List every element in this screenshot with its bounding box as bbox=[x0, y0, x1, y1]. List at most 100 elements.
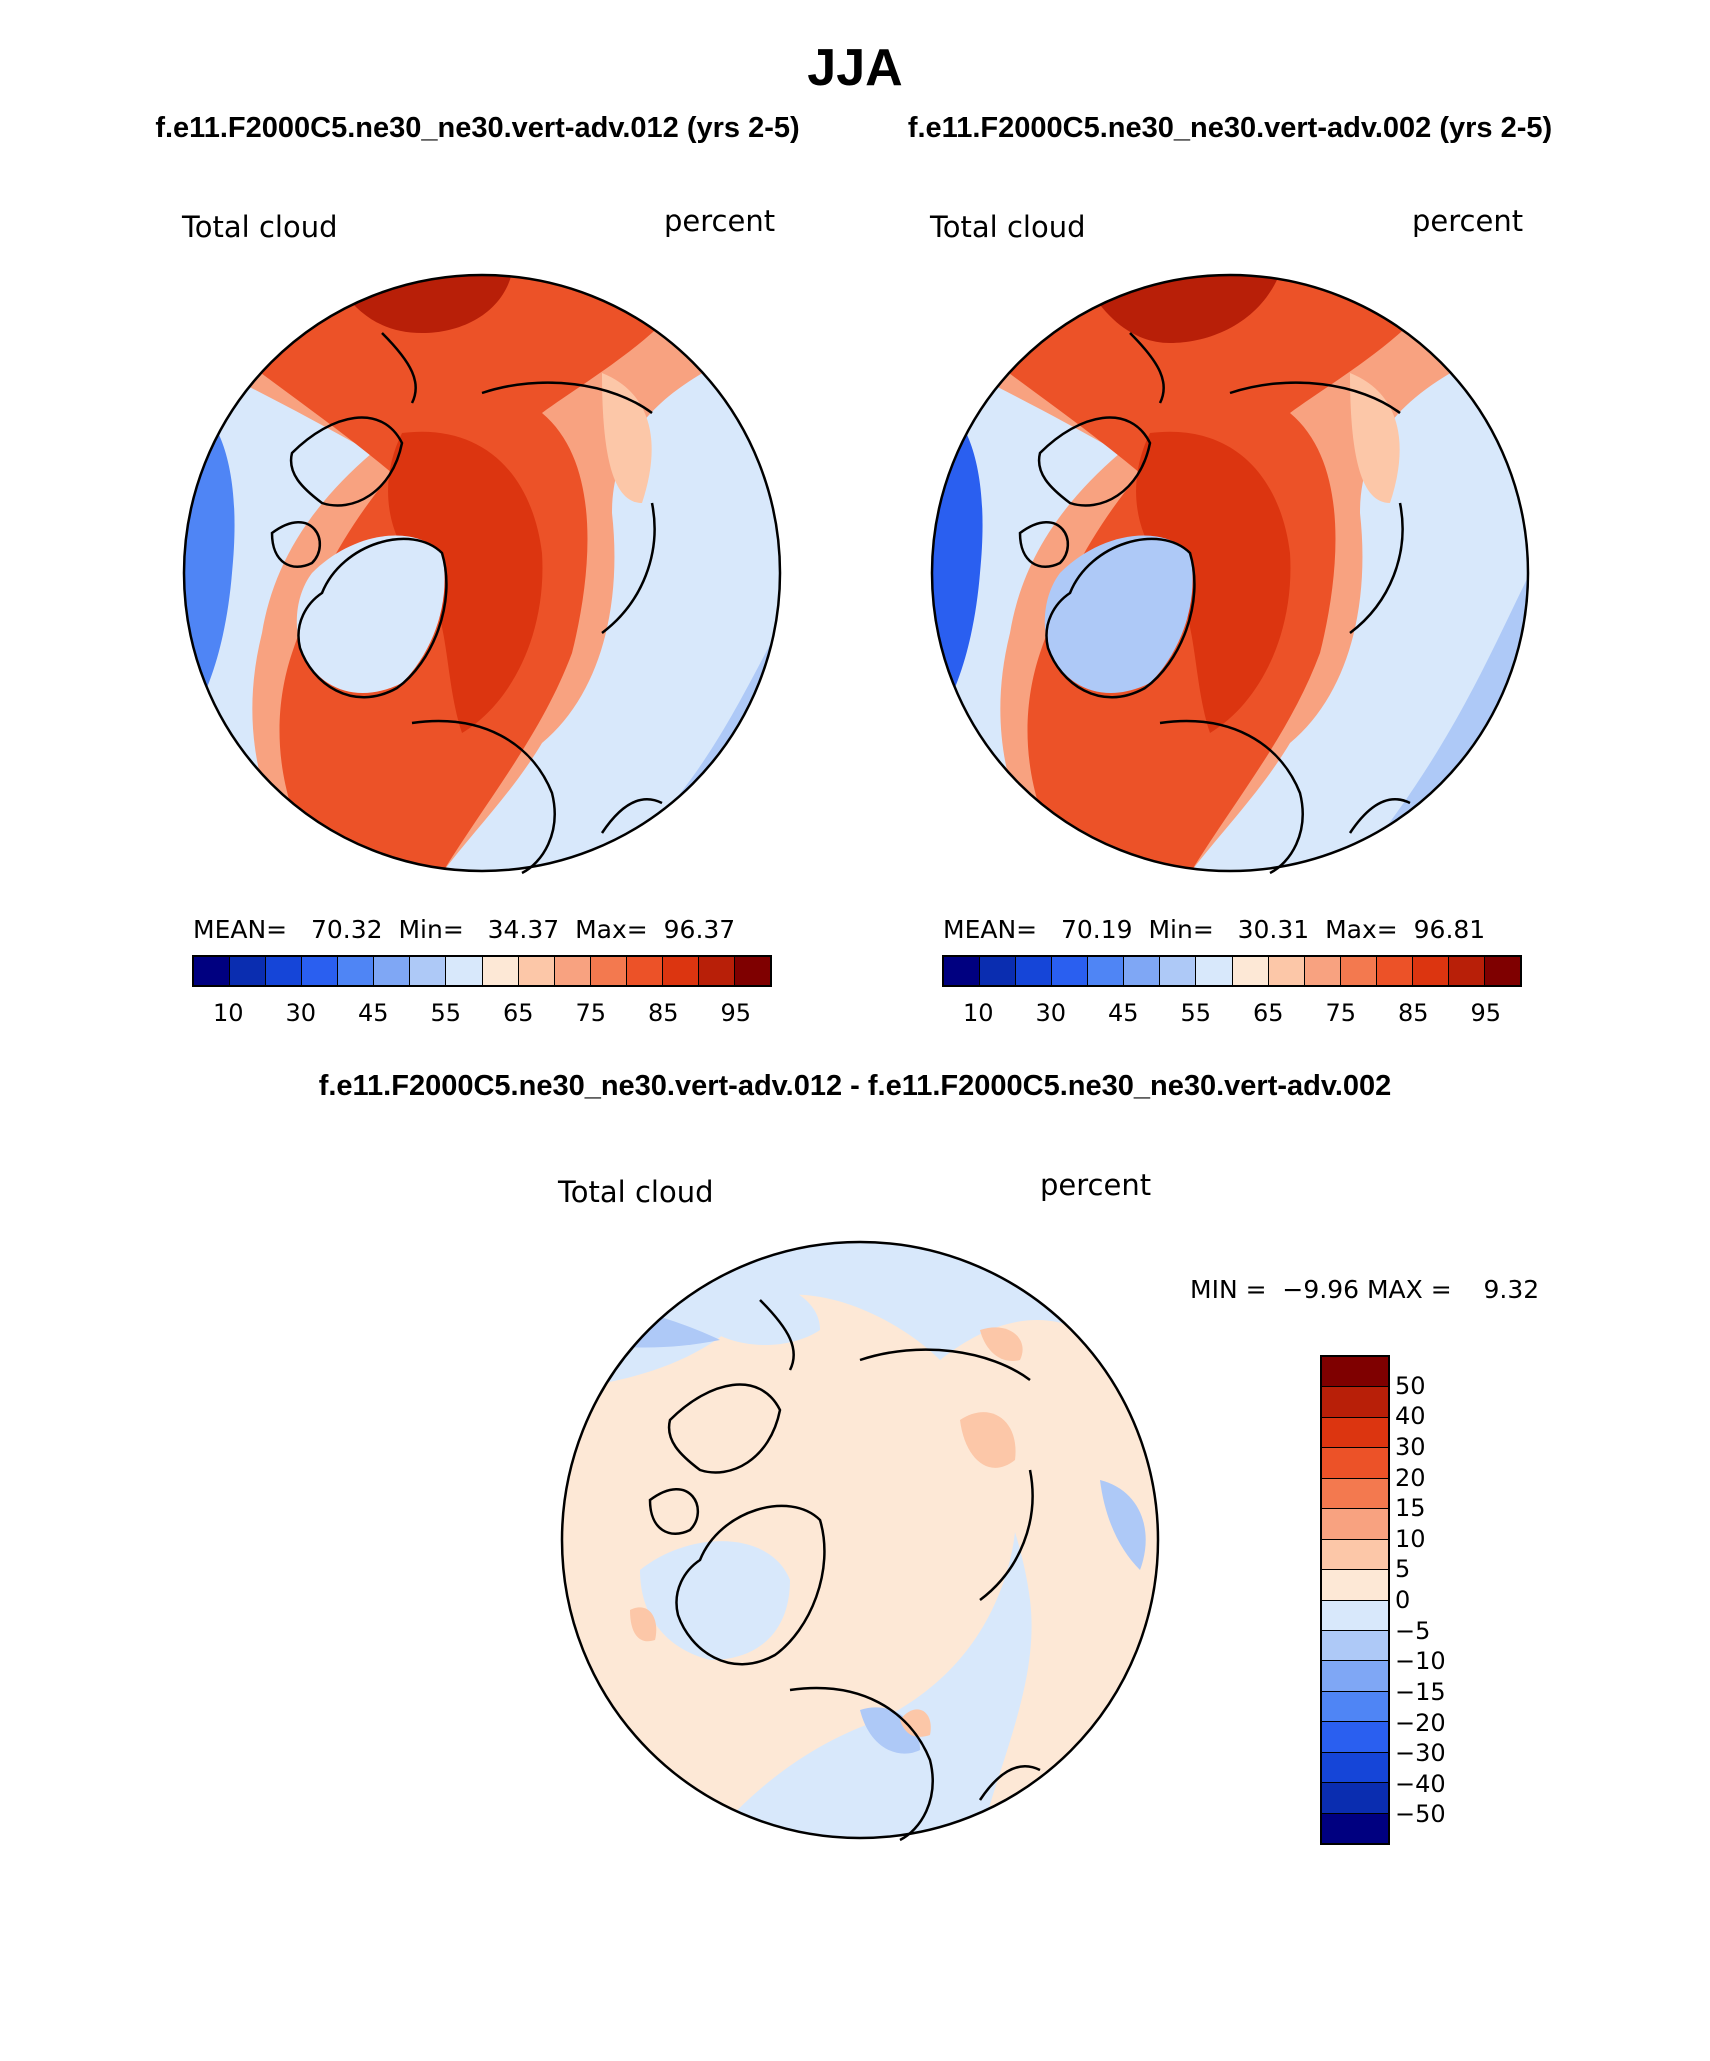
difference-title: f.e11.F2000C5.ne30_ne30.vert-adv.012 - f… bbox=[318, 1070, 1392, 1102]
max-label: Max= bbox=[575, 915, 648, 944]
min-label: Min= bbox=[1148, 915, 1214, 944]
colorbar-swatch bbox=[1304, 957, 1341, 985]
colorbar-swatch bbox=[446, 957, 483, 985]
colorbar-tick-label: −5 bbox=[1395, 1616, 1431, 1645]
difference-colorbar bbox=[1320, 1355, 1390, 1845]
mean-label: MEAN= bbox=[943, 915, 1038, 944]
colorbar-swatch bbox=[1322, 1752, 1388, 1784]
field-peach-patch-4 bbox=[630, 1607, 657, 1642]
right-units-label: percent bbox=[1412, 204, 1524, 238]
colorbar-swatch bbox=[518, 957, 555, 985]
colorbar-tick-label: 20 bbox=[1395, 1463, 1426, 1492]
colorbar-tick-label: 45 bbox=[357, 999, 389, 1027]
colorbar-swatch bbox=[1322, 1448, 1388, 1479]
field-peach-patch-3 bbox=[900, 1709, 931, 1737]
min-label: Min= bbox=[398, 915, 464, 944]
mean-label: MEAN= bbox=[193, 915, 288, 944]
colorbar-swatch bbox=[266, 957, 303, 985]
colorbar-swatch bbox=[698, 957, 735, 985]
coastlines bbox=[270, 332, 663, 875]
right-polar-map bbox=[930, 273, 1530, 875]
coastlines bbox=[1018, 332, 1411, 875]
mean-value: 70.32 bbox=[310, 915, 383, 944]
max-label: Max= bbox=[1325, 915, 1398, 944]
colorbar-swatch bbox=[1322, 1600, 1388, 1631]
colorbar-swatch bbox=[482, 957, 519, 985]
map-boundary bbox=[560, 1240, 1160, 1840]
colorbar-swatch bbox=[734, 957, 770, 985]
min-value: 34.37 bbox=[487, 915, 560, 944]
colorbar-swatch bbox=[1412, 957, 1449, 985]
field-red bbox=[1136, 431, 1291, 733]
max-value: 96.37 bbox=[663, 915, 736, 944]
colorbar-swatch bbox=[1322, 1478, 1388, 1510]
colorbar-tick-label: −50 bbox=[1395, 1800, 1446, 1829]
field-pale-blue-1 bbox=[640, 1541, 790, 1660]
colorbar-swatch bbox=[1322, 1357, 1388, 1388]
colorbar-tick-label: 30 bbox=[1395, 1432, 1426, 1461]
colorbar-tick-label: 45 bbox=[1107, 999, 1139, 1027]
colorbar-swatch bbox=[1088, 957, 1125, 985]
colorbar-tick-label: 50 bbox=[1395, 1371, 1426, 1400]
right-variable-label: Total cloud bbox=[930, 210, 1086, 244]
max-value: 96.81 bbox=[1413, 915, 1486, 944]
colorbar-swatch bbox=[554, 957, 591, 985]
field-peach-patch-2 bbox=[980, 1327, 1023, 1361]
colorbar-tick-label: 95 bbox=[720, 999, 752, 1027]
field-red bbox=[388, 431, 543, 733]
colorbar-tick-label: 55 bbox=[430, 999, 462, 1027]
map-boundary bbox=[182, 273, 782, 873]
colorbar-swatch bbox=[590, 957, 627, 985]
colorbar-tick-label: 85 bbox=[647, 999, 679, 1027]
colorbar-swatch bbox=[662, 957, 699, 985]
field-peach-patch-1 bbox=[960, 1412, 1016, 1468]
colorbar-tick-label: −30 bbox=[1395, 1739, 1446, 1768]
mean-value: 70.19 bbox=[1060, 915, 1133, 944]
colorbar-swatch bbox=[1232, 957, 1269, 985]
colorbar-tick-label: 75 bbox=[1325, 999, 1357, 1027]
colorbar-tick-label: −20 bbox=[1395, 1708, 1446, 1737]
colorbar-tick-label: 65 bbox=[1252, 999, 1284, 1027]
colorbar-swatch bbox=[1322, 1722, 1388, 1753]
left-units-label: percent bbox=[664, 204, 776, 238]
right-stats: MEAN= 70.19 Min= 30.31 Max= 96.81 bbox=[943, 915, 1485, 944]
colorbar-tick-label: −40 bbox=[1395, 1769, 1446, 1798]
colorbar-swatch bbox=[1448, 957, 1485, 985]
colorbar-swatch bbox=[230, 957, 267, 985]
colorbar-tick-label: 5 bbox=[1395, 1555, 1411, 1584]
colorbar-swatch bbox=[302, 957, 339, 985]
left-variable-label: Total cloud bbox=[182, 210, 338, 244]
colorbar-tick-label: 55 bbox=[1180, 999, 1212, 1027]
colorbar-swatch bbox=[194, 957, 231, 985]
colorbar-swatch bbox=[1196, 957, 1233, 985]
left-colorbar bbox=[192, 955, 772, 987]
colorbar-swatch bbox=[626, 957, 663, 985]
colorbar-swatch bbox=[1322, 1417, 1388, 1449]
left-polar-map bbox=[182, 273, 782, 875]
colorbar-swatch bbox=[1052, 957, 1089, 985]
colorbar-swatch bbox=[944, 957, 981, 985]
colorbar-swatch bbox=[1160, 957, 1197, 985]
colorbar-swatch bbox=[1322, 1570, 1388, 1601]
field-blue-patch-2 bbox=[1100, 1480, 1146, 1570]
colorbar-tick-label: 75 bbox=[575, 999, 607, 1027]
colorbar-swatch bbox=[410, 957, 447, 985]
colorbar-swatch bbox=[1322, 1661, 1388, 1692]
difference-polar-map bbox=[560, 1240, 1160, 1842]
field-pale-blue-2 bbox=[700, 1277, 820, 1345]
main-title: JJA bbox=[807, 39, 903, 97]
colorbar-swatch bbox=[1322, 1387, 1388, 1418]
colorbar-tick-label: 30 bbox=[285, 999, 317, 1027]
colorbar-tick-label: 15 bbox=[1395, 1494, 1426, 1523]
colorbar-tick-label: 30 bbox=[1035, 999, 1067, 1027]
difference-units-label: percent bbox=[1040, 1168, 1152, 1202]
colorbar-swatch bbox=[1124, 957, 1161, 985]
colorbar-swatch bbox=[1322, 1783, 1388, 1814]
colorbar-swatch bbox=[1322, 1630, 1388, 1662]
colorbar-tick-label: −15 bbox=[1395, 1677, 1446, 1706]
colorbar-swatch bbox=[980, 957, 1017, 985]
difference-variable-label: Total cloud bbox=[558, 1175, 714, 1209]
colorbar-swatch bbox=[1322, 1813, 1388, 1843]
colorbar-swatch bbox=[1340, 957, 1377, 985]
map-boundary bbox=[930, 273, 1530, 873]
